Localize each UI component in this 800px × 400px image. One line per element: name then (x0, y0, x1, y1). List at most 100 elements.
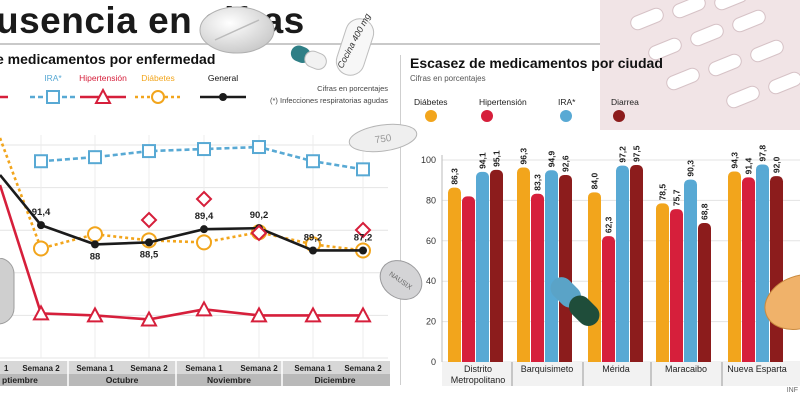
line-chart-title: e medicamentos por enfermedad (0, 51, 216, 67)
bar-base-3-1 (670, 215, 683, 362)
bar-value-2-2: 97,2 (618, 146, 628, 163)
hipertension-diamond-3 (354, 221, 372, 239)
general-label-6: 89,2 (304, 232, 323, 243)
hipertension-point-6 (304, 306, 322, 323)
legend-marker-2 (151, 90, 165, 104)
capsule-white-icon: Cocina 400 mg (335, 12, 375, 76)
bar-legend-swatch-0 (425, 110, 437, 122)
bar-legend-swatch-2 (560, 110, 572, 122)
month-label-3: Diciembre (314, 375, 355, 385)
series-line-3 (0, 174, 363, 252)
ira-point-7 (356, 162, 370, 177)
bar-base-4-0 (728, 177, 741, 362)
series-line-1 (0, 184, 363, 321)
ira-point-1 (34, 154, 48, 169)
line-chart-notes: Cifras en porcentajes (*) Infecciones re… (270, 83, 388, 107)
hipertension-diamond-1 (195, 190, 213, 208)
bar-legend-label-2: IRA* (558, 97, 576, 107)
general-point-3 (145, 238, 153, 247)
bar-base-3-3 (698, 229, 711, 362)
week-label-6: Semana 1 (294, 364, 332, 373)
bar-value-0-2: 94,1 (478, 152, 488, 169)
ira-point-6 (306, 154, 320, 169)
series-line-2 (0, 137, 364, 252)
bar-value-3-3: 68,8 (700, 203, 710, 220)
bar-y-tick-1: 20 (426, 317, 436, 327)
general-point-2 (91, 240, 99, 249)
bar-legend-label-0: Diábetes (414, 97, 448, 107)
bar-base-0-2 (476, 177, 489, 362)
ira-point-3 (142, 144, 156, 159)
bar-value-2-0: 84,0 (590, 173, 600, 190)
blister-pack-icon (600, 0, 800, 130)
bar-value-2-3: 97,5 (632, 145, 642, 162)
bar-value-3-0: 78,5 (658, 184, 668, 201)
general-label-5: 90,2 (250, 210, 269, 221)
hipertension-point-3 (140, 310, 158, 327)
week-label-1: Semana 2 (22, 364, 60, 373)
bar-legend-swatch-3 (613, 110, 625, 122)
bar-value-1-1: 83,3 (533, 174, 543, 191)
ira-point-4 (197, 142, 211, 157)
oval-tablet-750-icon: 750 (348, 123, 418, 153)
hipertension-point-7 (354, 306, 372, 323)
general-point-7 (359, 246, 367, 255)
week-label-7: Semana 2 (344, 364, 382, 373)
bar-legend-label-1: Hipertensión (479, 97, 527, 107)
bar-base-3-2 (684, 185, 697, 362)
legend-label-1: Hipertensión (79, 73, 127, 83)
bar-base-0-3 (490, 175, 503, 362)
week-band (0, 361, 390, 374)
legend-marker-0 (46, 90, 60, 104)
bar-base-2-2 (616, 171, 629, 362)
hipertension-point-2 (86, 306, 104, 323)
bar-value-0-3: 95,1 (492, 150, 502, 167)
credit: INF (786, 387, 798, 394)
legend-marker-3 (219, 93, 227, 101)
legend-label-3: General (208, 73, 238, 83)
partial-tablet-orange-icon (764, 274, 800, 330)
month-label-2: Noviembre (207, 375, 251, 385)
general-label-3: 88,5 (140, 249, 159, 260)
bar-y-tick-3: 60 (426, 236, 436, 246)
bar-value-3-2: 90,3 (686, 160, 696, 177)
bar-category-1: Barquisimeto (521, 364, 574, 374)
week-label-4: Semana 1 (185, 364, 223, 373)
bar-base-0-1 (462, 202, 475, 362)
month-band (0, 374, 390, 386)
bar-base-1-0 (517, 173, 530, 362)
bar-value-2-1: 62,3 (604, 216, 614, 233)
line-chart: IRA* Hipertensión Diábetes General 91,4 88 88,… (0, 73, 390, 386)
bar-chart-title: Escasez de medicamentos por ciudad (410, 55, 663, 71)
ira-point-2 (88, 150, 102, 165)
bar-base-1-2 (545, 176, 558, 362)
bar-base-4-1 (742, 183, 755, 362)
hipertension-diamond-2 (250, 224, 268, 242)
bar-category-0-line2: Metropolitano (451, 375, 506, 385)
round-tablet-icon (199, 6, 275, 54)
bar-category-2: Mérida (602, 364, 630, 374)
bar-value-1-2: 94,9 (547, 150, 557, 167)
general-label-2: 88 (90, 251, 101, 262)
bar-value-4-0: 94,3 (730, 152, 740, 169)
bar-value-0-0: 86,3 (450, 168, 460, 185)
bar-category-band (442, 362, 800, 386)
bar-value-4-1: 91,4 (744, 158, 754, 175)
general-point-1 (37, 221, 45, 230)
note-ira: (*) Infecciones respiratorias agudas (270, 96, 388, 105)
month-label-0: ptiembre (2, 375, 38, 385)
bar-y-tick-0: 0 (431, 357, 436, 367)
bar-y-tick-4: 80 (426, 195, 436, 205)
diabetes-point-1 (33, 240, 49, 257)
ira-point-5 (252, 140, 266, 155)
bar-base-2-3 (630, 171, 643, 362)
bar-legend-swatch-1 (481, 110, 493, 122)
week-label-0: 1 (4, 364, 9, 373)
bar-value-1-0: 96,3 (519, 148, 529, 165)
bar-category-4: Nueva Esparta (727, 364, 787, 374)
bar-chart-subtitle: Cifras en porcentajes (410, 74, 486, 83)
bar-base-1-1 (531, 199, 544, 362)
legend-marker-1 (94, 87, 112, 104)
